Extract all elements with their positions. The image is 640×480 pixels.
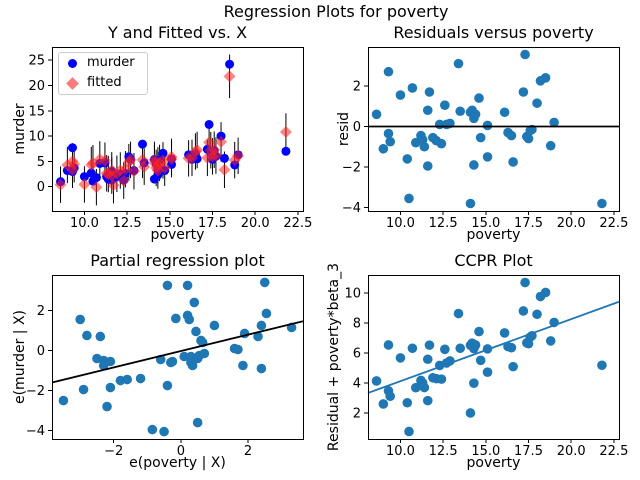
svg-text:−2: −2	[104, 444, 123, 459]
svg-text:25: 25	[28, 54, 45, 69]
svg-text:−2: −2	[26, 384, 45, 399]
svg-text:15.0: 15.0	[471, 444, 500, 459]
svg-text:22.5: 22.5	[599, 216, 628, 231]
legend-label-murder: murder	[87, 55, 135, 70]
svg-text:10.0: 10.0	[70, 216, 99, 231]
legend-box: murder fitted	[58, 52, 148, 95]
svg-text:10: 10	[344, 286, 361, 301]
svg-text:10.0: 10.0	[386, 444, 415, 459]
svg-text:0: 0	[37, 344, 45, 359]
svg-text:0: 0	[177, 444, 185, 459]
svg-text:−4: −4	[26, 424, 45, 439]
legend-item-murder: murder	[59, 53, 147, 73]
svg-text:5: 5	[37, 155, 45, 170]
murder-circle-icon	[68, 58, 77, 68]
svg-text:10: 10	[28, 130, 45, 145]
svg-text:2: 2	[353, 407, 361, 422]
svg-text:22.5: 22.5	[283, 216, 312, 231]
svg-text:12.5: 12.5	[429, 444, 458, 459]
panel-title-residuals: Residuals versus poverty	[393, 23, 594, 42]
svg-text:17.5: 17.5	[514, 216, 543, 231]
svg-text:20.0: 20.0	[557, 444, 586, 459]
figure-suptitle: Regression Plots for poverty	[223, 2, 449, 21]
ylabel-p2: resid	[336, 111, 352, 147]
ylabel-p3: e(murder | X)	[12, 309, 28, 405]
svg-text:17.5: 17.5	[514, 444, 543, 459]
panel-title-y-and-fitted: Y and Fitted vs. X	[107, 23, 248, 42]
svg-text:2: 2	[37, 304, 45, 319]
svg-text:20: 20	[28, 79, 45, 94]
svg-text:22.5: 22.5	[599, 444, 628, 459]
panel-title-ccpr: CCPR Plot	[454, 251, 533, 270]
svg-text:15: 15	[28, 104, 45, 119]
svg-text:15.0: 15.0	[471, 216, 500, 231]
ylabel-p1: murder	[12, 103, 28, 155]
svg-text:20.0: 20.0	[241, 216, 270, 231]
legend-item-fitted: fitted	[59, 73, 147, 93]
svg-text:20.0: 20.0	[557, 216, 586, 231]
svg-text:4: 4	[353, 377, 361, 392]
svg-text:0: 0	[37, 180, 45, 195]
xlabel-p3: e(poverty | X)	[129, 455, 226, 471]
svg-text:8: 8	[353, 316, 361, 331]
svg-text:2: 2	[353, 79, 361, 94]
svg-text:−4: −4	[342, 201, 361, 216]
xlabel-p1: poverty	[150, 227, 205, 243]
svg-text:12.5: 12.5	[113, 216, 142, 231]
svg-text:6: 6	[353, 346, 361, 361]
svg-text:10.0: 10.0	[386, 216, 415, 231]
xlabel-p4: poverty	[466, 455, 521, 471]
fitted-diamond-icon	[66, 76, 79, 90]
svg-text:15.0: 15.0	[155, 216, 184, 231]
ylabel-p4: Residual + poverty*beta_3	[326, 262, 342, 452]
svg-text:17.5: 17.5	[198, 216, 227, 231]
svg-text:2: 2	[244, 444, 252, 459]
xlabel-p2: poverty	[466, 227, 521, 243]
panel-title-partial-regression: Partial regression plot	[90, 251, 265, 270]
legend-label-fitted: fitted	[87, 75, 122, 90]
svg-text:0: 0	[353, 120, 361, 135]
svg-text:12.5: 12.5	[429, 216, 458, 231]
svg-text:−2: −2	[342, 161, 361, 176]
